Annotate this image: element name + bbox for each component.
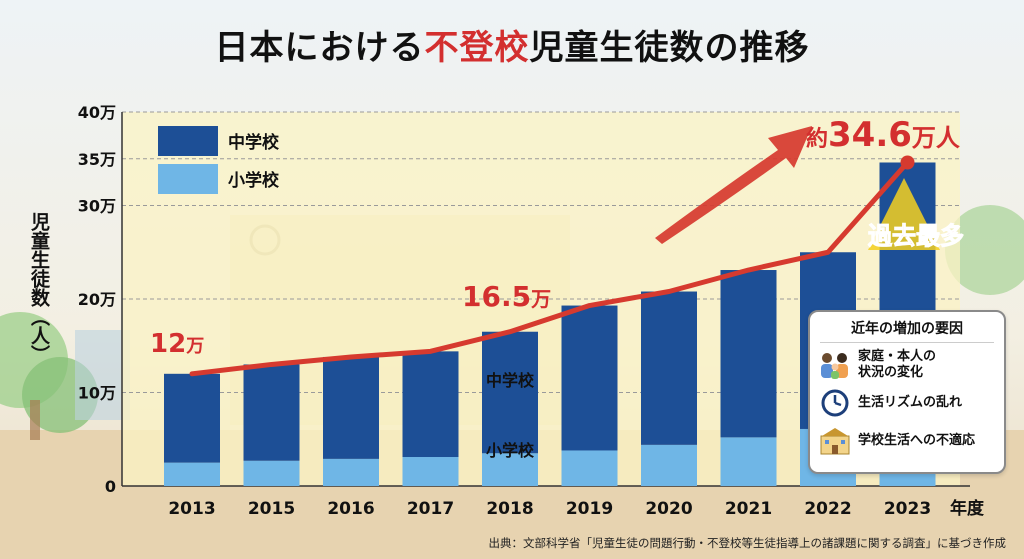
bar-middle bbox=[641, 291, 697, 445]
bar-middle bbox=[720, 270, 777, 438]
y-tick-label: 10万 bbox=[78, 384, 116, 403]
legend-swatch-middle bbox=[158, 126, 218, 156]
factors-title: 近年の増加の要因 bbox=[820, 312, 994, 343]
bar-middle bbox=[482, 331, 538, 454]
bar-elementary bbox=[323, 458, 379, 486]
growth-arrow bbox=[655, 126, 812, 244]
clock-icon bbox=[821, 389, 849, 417]
bar-middle bbox=[561, 305, 618, 451]
legend-label-elementary: 小学校 bbox=[228, 170, 280, 191]
x-tick-label: 2022 bbox=[804, 499, 851, 519]
x-axis-unit: 年度 bbox=[950, 498, 985, 519]
legend-swatch-elementary bbox=[158, 164, 218, 194]
school-icon bbox=[820, 428, 850, 455]
legend-label-middle: 中学校 bbox=[228, 132, 280, 153]
bar-elementary bbox=[641, 444, 697, 486]
x-tick-label: 2013 bbox=[168, 499, 215, 519]
annotation-mid: 16.5万 bbox=[462, 280, 551, 313]
bar-middle bbox=[243, 364, 300, 461]
y-tick-label: 35万 bbox=[78, 150, 116, 169]
factor-text: 生活リズムの乱れ bbox=[858, 395, 963, 410]
bar-elementary bbox=[482, 453, 538, 486]
x-tick-label: 2021 bbox=[725, 499, 772, 519]
y-tick-label: 20万 bbox=[78, 290, 116, 309]
x-tick-label: 2017 bbox=[407, 499, 454, 519]
factor-text: 状況の変化 bbox=[858, 365, 924, 380]
factor-text: 家庭・本人の bbox=[858, 349, 937, 364]
bar-middle bbox=[402, 351, 459, 458]
bar-elementary bbox=[164, 462, 220, 486]
bar-middle bbox=[323, 356, 379, 459]
trend-endpoint bbox=[900, 155, 915, 170]
y-tick-label: 40万 bbox=[78, 103, 116, 122]
y-tick-label: 30万 bbox=[78, 197, 116, 216]
x-tick-label: 2018 bbox=[486, 499, 533, 519]
record-label: 過去最多 bbox=[868, 222, 964, 250]
factors-panel: 近年の増加の要因 家庭・本人の 状況の変化 生活リズムの乱れ 学校生活への不適応 bbox=[808, 310, 1006, 474]
x-tick-label: 2020 bbox=[645, 499, 692, 519]
factor-item-school: 学校生活への不適応 bbox=[818, 425, 996, 457]
bar-label-elementary: 小学校 bbox=[486, 441, 535, 460]
bar-middle bbox=[164, 373, 220, 463]
bar-label-middle: 中学校 bbox=[486, 371, 535, 390]
y-tick-label: 0 bbox=[105, 477, 116, 496]
source-note: 出典：文部科学省「児童生徒の問題行動・不登校等生徒指導上の諸課題に関する調査」に… bbox=[488, 536, 1007, 550]
page-title: 日本における不登校児童生徒数の推移 bbox=[214, 28, 810, 68]
x-tick-label: 2023 bbox=[884, 499, 931, 519]
trend-line bbox=[189, 159, 910, 377]
factor-item-family: 家庭・本人の 状況の変化 bbox=[818, 349, 996, 381]
factor-text: 学校生活への不適応 bbox=[858, 433, 976, 448]
bar-elementary bbox=[402, 457, 459, 486]
x-tick-label: 2019 bbox=[566, 499, 613, 519]
bar-elementary bbox=[720, 437, 777, 486]
x-tick-label: 2016 bbox=[327, 499, 374, 519]
x-tick-label: 2015 bbox=[248, 499, 295, 519]
bar-elementary bbox=[561, 450, 618, 486]
record-badge-glow bbox=[868, 178, 940, 250]
factor-item-clock: 生活リズムの乱れ bbox=[818, 387, 996, 419]
y-axis-label: 児童生徒数（人） bbox=[28, 212, 50, 364]
family-icon bbox=[821, 353, 848, 379]
bar-elementary bbox=[243, 460, 300, 486]
